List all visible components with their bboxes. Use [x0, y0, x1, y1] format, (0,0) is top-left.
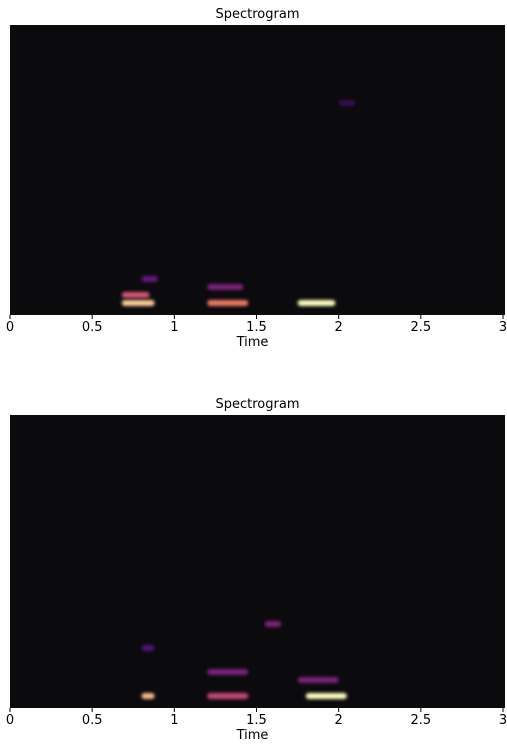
x-tick-label: 3 — [499, 713, 507, 728]
spectral-band — [265, 621, 281, 627]
x-axis-label: Time — [236, 335, 269, 350]
figure: Spectrogram 0 0.5 1 1.5 2 2.5 3 Time Spectrogram 0… — [0, 0, 507, 742]
spectral-band — [122, 300, 155, 306]
x-tick-label: 1 — [170, 713, 178, 728]
x-tick-label: 1.5 — [246, 713, 267, 728]
spectral-band — [141, 645, 154, 651]
chart-title: Spectrogram — [216, 7, 300, 22]
x-axis-label: Time — [236, 728, 269, 742]
chart-title: Spectrogram — [216, 397, 300, 412]
x-tick-label: 3 — [499, 320, 507, 335]
x-tick-label: 0.5 — [82, 320, 103, 335]
x-tick-label: 0 — [6, 320, 14, 335]
x-tick-label: 0.5 — [82, 713, 103, 728]
spectral-band — [122, 292, 150, 298]
spectral-band — [207, 300, 248, 306]
plot-area — [10, 25, 505, 315]
plot-area — [10, 415, 505, 708]
x-tick-label: 2.5 — [410, 320, 431, 335]
spectral-band — [339, 100, 355, 106]
x-tick-label: 2.5 — [410, 713, 431, 728]
spectral-band — [141, 276, 157, 282]
spectral-band — [207, 284, 243, 290]
spectral-band — [207, 669, 248, 675]
spectral-band — [306, 693, 347, 699]
spectral-band — [298, 300, 336, 306]
spectral-band — [298, 677, 339, 683]
x-tick-label: 0 — [6, 713, 14, 728]
x-tick-label: 2 — [335, 320, 343, 335]
x-tick-label: 2 — [335, 713, 343, 728]
x-tick-label: 1 — [170, 320, 178, 335]
x-tick-label: 1.5 — [246, 320, 267, 335]
spectral-band — [207, 693, 248, 699]
spectral-band — [141, 693, 154, 699]
